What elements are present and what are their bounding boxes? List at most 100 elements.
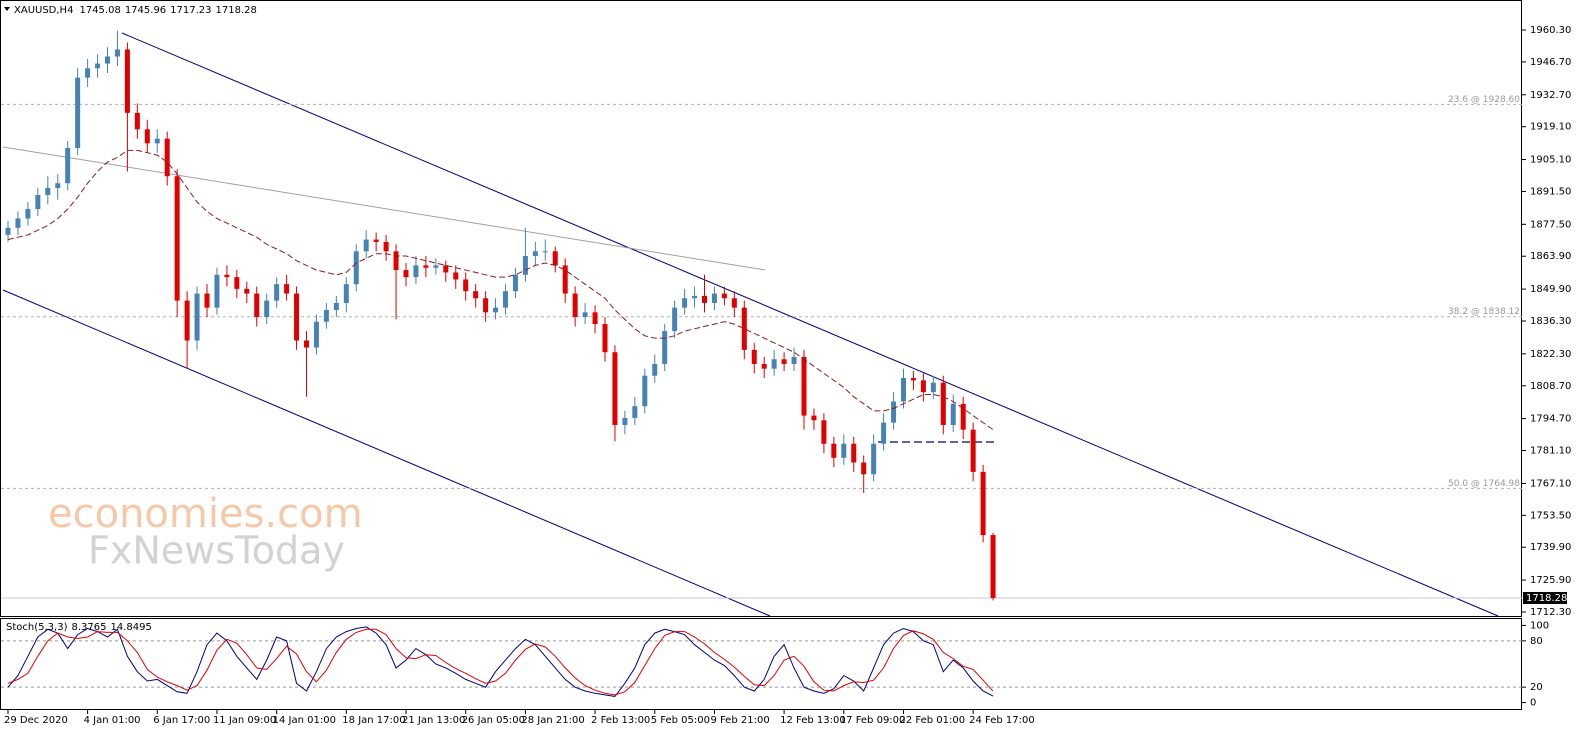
candle-body: [274, 284, 280, 301]
candle-body: [761, 363, 767, 369]
y-tick-label: 1781.10: [1530, 446, 1571, 457]
stoch-header: Stoch(5,3,3) 8.3765 14.8495: [6, 622, 152, 633]
header-high: 1745.96: [125, 5, 166, 16]
candle-body: [323, 309, 329, 322]
candle-body: [532, 251, 538, 256]
candle-body: [851, 443, 857, 463]
candle-body: [811, 415, 817, 421]
main-panel-frame: [0, 0, 1522, 617]
x-tick-label: 2 Feb 13:00: [591, 715, 650, 726]
trendline: [2, 146, 766, 271]
candle-body: [741, 307, 747, 350]
y-tick-label: 1932.70: [1530, 90, 1571, 101]
chart-header: XAUUSD,H4 1745.08 1745.96 1717.23 1718.28: [14, 5, 257, 16]
candle-body: [970, 429, 976, 472]
candle-body: [522, 256, 528, 275]
candle-body: [990, 535, 996, 598]
candle-body: [75, 77, 81, 149]
x-tick-label: 22 Feb 01:00: [900, 715, 966, 726]
stoch-y-tick-label: 20: [1530, 682, 1543, 693]
stoch-signal-value: 14.8495: [110, 622, 151, 633]
candle-body: [254, 293, 260, 318]
fib-label: 38.2 @ 1838.12: [1448, 307, 1520, 317]
candle-body: [682, 298, 688, 308]
y-tick-label: 1863.90: [1530, 251, 1571, 262]
candle-body: [234, 277, 240, 289]
candle-body: [861, 462, 867, 475]
candle-body: [413, 265, 419, 278]
x-tick-label: 26 Jan 05:00: [462, 715, 525, 726]
candle-body: [702, 295, 707, 303]
candle-body: [264, 300, 270, 318]
candle-body: [493, 307, 499, 313]
candle-body: [672, 307, 678, 332]
candle-body: [721, 293, 727, 299]
candle-body: [791, 356, 797, 364]
candle-body: [632, 406, 638, 418]
candle-body: [821, 420, 827, 444]
candle-body: [711, 293, 717, 303]
candle-body: [781, 359, 787, 364]
candle-body: [184, 300, 190, 341]
candle-body: [154, 138, 160, 144]
price-box-label: 1718.28: [1526, 593, 1567, 604]
candle-body: [662, 331, 668, 364]
x-tick-label: 11 Jan 09:00: [213, 715, 276, 726]
candle-body: [960, 403, 966, 430]
candle-body: [403, 270, 409, 278]
x-tick-label: 4 Jan 01:00: [84, 715, 141, 726]
candle-body: [801, 356, 807, 416]
candle-body: [244, 288, 250, 294]
candle-body: [901, 378, 906, 402]
x-tick-label: 29 Dec 2020: [4, 715, 68, 726]
candle-body: [383, 241, 389, 252]
x-tick-label: 18 Jan 17:00: [342, 715, 405, 726]
header-close: 1718.28: [216, 5, 257, 16]
candle-body: [552, 251, 558, 266]
y-tick-label: 1919.10: [1530, 122, 1571, 133]
candle-body: [5, 227, 11, 235]
candle-body: [45, 187, 51, 195]
candle-body: [284, 284, 290, 294]
y-tick-label: 1905.10: [1530, 155, 1571, 166]
y-tick-label: 1794.70: [1530, 414, 1571, 425]
candle-body: [841, 443, 847, 458]
candle-body: [313, 321, 319, 348]
candle-body: [343, 284, 349, 303]
stoch-y-tick-label: 80: [1530, 636, 1543, 647]
candle-body: [881, 422, 887, 444]
candle-body: [304, 340, 309, 348]
candle-body: [771, 359, 777, 369]
candle-body: [25, 209, 31, 219]
candle-body: [95, 63, 101, 69]
candle-body: [582, 312, 588, 318]
candle-body: [612, 352, 618, 425]
y-tick-label: 1753.50: [1530, 510, 1571, 521]
candle-body: [622, 417, 628, 425]
candle-body: [692, 295, 698, 299]
candle-body: [214, 274, 220, 308]
candle-body: [85, 68, 91, 78]
candle-body: [642, 375, 648, 407]
y-tick-label: 1877.50: [1530, 219, 1571, 230]
channel-lower: [2, 289, 771, 617]
candle-body: [920, 380, 926, 393]
candle-body: [144, 129, 150, 144]
watermark-line1: economies.com: [48, 491, 363, 537]
y-tick-label: 1739.90: [1530, 542, 1571, 553]
y-tick-label: 1946.70: [1530, 57, 1571, 68]
candle-body: [353, 251, 359, 285]
y-tick-label: 1836.30: [1530, 316, 1571, 327]
candle-body: [443, 265, 449, 273]
candle-body: [453, 272, 459, 280]
candle-body: [393, 251, 399, 271]
symbol: XAUUSD,H4: [14, 5, 73, 16]
candle-body: [15, 218, 21, 228]
y-tick-label: 1808.70: [1530, 381, 1571, 392]
candle-body: [980, 471, 986, 536]
candle-body: [463, 279, 469, 292]
x-tick-label: 21 Jan 13:00: [402, 715, 465, 726]
candle-body: [512, 274, 518, 292]
